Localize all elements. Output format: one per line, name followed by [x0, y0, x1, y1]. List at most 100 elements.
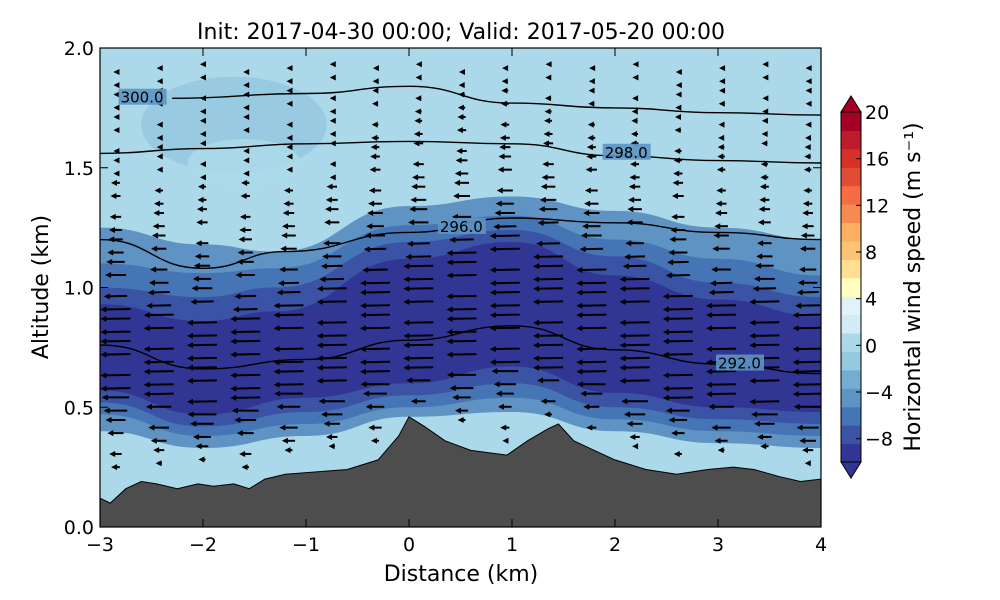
wind-arrow-head [533, 355, 540, 362]
wind-arrow [804, 460, 811, 467]
wind-arrow-head [286, 78, 293, 85]
wind-arrow-head [100, 385, 107, 392]
wind-arrow [586, 424, 597, 431]
colorbar-swatch [841, 425, 861, 445]
wind-arrow-head [544, 95, 551, 102]
wind-arrow-shaft [492, 347, 520, 351]
wind-arrow-shaft [665, 330, 693, 334]
wind-arrow [715, 200, 727, 207]
wind-arrow-head [406, 377, 413, 384]
wind-arrow-head [100, 306, 107, 313]
wind-arrow [619, 342, 650, 349]
wind-arrow-head [797, 279, 804, 286]
wind-arrow-shaft [449, 294, 477, 298]
wind-arrow [360, 280, 391, 287]
wind-arrow [495, 200, 514, 207]
wind-arrow [719, 87, 726, 94]
wind-arrow-head [719, 78, 726, 85]
wind-arrow-head [243, 157, 250, 164]
wind-arrow [281, 232, 296, 239]
wind-arrow [286, 166, 293, 173]
wind-arrow [273, 312, 304, 319]
isentrope-label: 298.0 [605, 144, 648, 162]
wind-arrow-shaft [103, 353, 131, 356]
wind-arrow [447, 371, 477, 378]
colorbar-swatch [841, 333, 861, 352]
wind-arrow-head [113, 82, 120, 89]
wind-arrow-head [537, 377, 544, 384]
colorbar-swatch [841, 314, 861, 334]
wind-arrow-head [803, 187, 810, 194]
wind-arrow-head [757, 240, 764, 247]
wind-arrow-head [198, 183, 205, 190]
wind-arrow [316, 285, 347, 292]
colorbar-swatch [841, 277, 861, 297]
wind-arrow-head [282, 223, 289, 230]
wind-arrow [501, 87, 509, 94]
wind-arrow-shaft [146, 347, 174, 351]
wind-arrow-shaft [622, 379, 650, 382]
wind-arrow [192, 275, 212, 282]
wind-arrow [148, 279, 169, 286]
wind-arrow [619, 355, 650, 362]
wind-arrow-head [761, 117, 768, 124]
wind-arrow-shaft [492, 313, 520, 317]
wind-arrow [107, 249, 124, 256]
wind-arrow [363, 246, 387, 253]
wind-arrow [456, 127, 467, 134]
wind-arrow-shaft [323, 264, 343, 268]
wind-arrow [329, 117, 336, 124]
wind-arrow-head [716, 187, 723, 194]
wind-arrow-head [190, 298, 197, 305]
wind-arrow [576, 359, 607, 366]
wind-arrow [274, 390, 303, 397]
wind-arrow [588, 87, 595, 94]
wind-arrow-head [545, 61, 552, 68]
wind-arrow-head [627, 206, 634, 213]
wind-arrow [230, 385, 261, 392]
wind-arrow-head [280, 245, 287, 252]
colorbar-swatch [841, 185, 861, 205]
wind-arrow-head [718, 100, 725, 107]
wind-arrow-shaft [406, 334, 434, 337]
wind-arrow-head [662, 351, 669, 358]
wind-arrow-head [544, 411, 551, 418]
wind-arrow-shaft [799, 291, 819, 294]
colorbar-tick-label: −8 [865, 429, 893, 451]
wind-arrow-head [446, 306, 453, 313]
wind-arrow [717, 144, 725, 151]
wind-arrow [584, 200, 599, 207]
wind-arrow [665, 272, 690, 279]
wind-arrow-head [489, 359, 496, 366]
wind-arrow-head [243, 127, 250, 134]
wind-arrow [191, 285, 213, 292]
wind-arrow-head [446, 293, 453, 300]
wind-arrow-shaft [233, 330, 261, 334]
wind-arrow [544, 117, 553, 124]
wind-arrow [754, 420, 775, 427]
wind-arrow-shaft [189, 321, 217, 324]
wind-arrow-head [446, 315, 453, 322]
wind-arrow [113, 113, 120, 120]
wind-arrow-shaft [709, 304, 737, 307]
wind-arrow-head [273, 312, 280, 319]
wind-arrow-shaft [235, 308, 258, 311]
wind-arrow-shaft [103, 339, 131, 343]
x-axis-ticks: −3 −2 −1 0 1 2 3 4 [86, 48, 827, 556]
wind-arrow [621, 398, 648, 405]
wind-arrow-head [360, 368, 367, 375]
wind-arrow-shaft [579, 291, 607, 294]
wind-arrow-head [154, 187, 161, 194]
wind-arrow-shaft [189, 379, 217, 382]
wind-arrow-head [665, 407, 672, 414]
wind-arrow-head [408, 219, 415, 226]
wind-arrow-shaft [712, 281, 733, 285]
wind-arrow-head [368, 187, 375, 194]
wind-arrow [199, 74, 206, 81]
wind-arrow [446, 293, 477, 300]
wind-arrow [101, 394, 130, 401]
wind-arrow-head [273, 302, 280, 309]
wind-arrow [751, 411, 778, 418]
wind-arrow-head [624, 253, 631, 260]
x-tick-label: −3 [86, 534, 114, 556]
